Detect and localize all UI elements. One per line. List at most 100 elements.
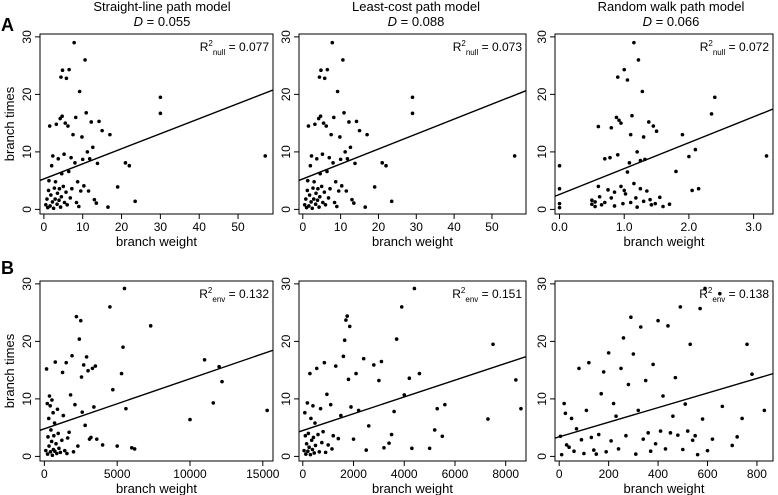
data-point — [399, 305, 404, 309]
data-point — [61, 184, 66, 189]
data-point — [81, 363, 86, 367]
y-tick-label: 20 — [279, 334, 293, 348]
data-point — [211, 401, 216, 405]
data-point — [66, 124, 70, 128]
data-point — [108, 305, 112, 309]
data-point — [703, 286, 707, 291]
data-point — [47, 124, 52, 128]
data-point — [345, 156, 350, 161]
data-point — [54, 441, 58, 446]
data-point — [48, 204, 52, 208]
r-squared-value: = 0.151 — [478, 287, 522, 301]
data-point — [624, 433, 628, 438]
data-point — [412, 286, 417, 291]
y-tick-label: 30 — [20, 30, 34, 44]
data-point — [314, 156, 319, 161]
data-point — [132, 447, 137, 451]
data-point — [47, 444, 51, 448]
data-point — [557, 163, 562, 168]
data-point — [346, 377, 351, 382]
r-squared-value: = 0.077 — [225, 40, 269, 54]
data-point — [121, 345, 125, 349]
data-point — [636, 58, 641, 62]
x-tick-label: 10 — [76, 220, 90, 234]
regression-line — [40, 349, 273, 431]
data-point — [629, 315, 633, 320]
r-squared-annotation: R2env = 0.132 — [199, 286, 269, 304]
data-point — [625, 78, 630, 82]
data-point — [319, 184, 324, 189]
data-point — [615, 152, 620, 157]
data-point — [653, 201, 658, 206]
r-squared-subscript: null — [713, 48, 726, 57]
data-point — [638, 186, 643, 191]
x-tick-label: 10 — [334, 220, 348, 234]
data-point — [619, 366, 623, 371]
x-tick-label: 4000 — [391, 467, 418, 481]
data-point — [45, 452, 50, 456]
r-squared-value: = 0.138 — [725, 287, 769, 301]
x-tick-label: 0 — [41, 467, 48, 481]
data-point — [557, 201, 562, 206]
data-point — [574, 426, 579, 431]
data-point — [680, 132, 685, 137]
data-point — [567, 445, 571, 449]
data-point — [56, 431, 61, 436]
r-squared-subscript: env — [212, 295, 225, 304]
data-point — [625, 170, 630, 174]
data-point — [559, 452, 564, 457]
data-point — [62, 152, 66, 156]
d-symbol: D — [642, 14, 652, 29]
data-point — [305, 401, 310, 405]
data-point — [344, 318, 348, 322]
data-point — [402, 393, 407, 397]
data-point — [345, 314, 349, 318]
data-point — [323, 450, 328, 455]
data-point — [129, 445, 134, 450]
data-point — [80, 135, 84, 139]
data-point — [407, 376, 412, 380]
data-point — [323, 202, 328, 207]
data-point — [335, 89, 340, 94]
data-point — [693, 147, 698, 152]
plot-area — [555, 40, 773, 210]
data-point — [315, 198, 320, 202]
data-point — [693, 433, 697, 438]
data-point — [326, 196, 331, 200]
data-point — [317, 205, 321, 209]
data-point — [307, 193, 312, 197]
r-squared-symbol: R — [199, 287, 208, 301]
data-point — [322, 360, 327, 365]
column-title-text: Least-cost path model — [352, 0, 480, 14]
data-point — [630, 113, 634, 118]
data-point — [616, 447, 621, 451]
data-point — [330, 447, 334, 451]
data-point — [653, 441, 658, 446]
data-point — [316, 432, 320, 437]
data-point — [339, 184, 344, 188]
data-point — [324, 124, 329, 128]
data-point — [320, 152, 325, 156]
data-point — [698, 306, 702, 311]
data-point — [394, 337, 399, 341]
data-point — [49, 428, 53, 432]
data-point — [64, 360, 69, 365]
data-point — [603, 200, 607, 205]
data-point — [317, 75, 322, 79]
data-point — [304, 441, 309, 446]
data-point — [74, 314, 79, 319]
data-point — [351, 437, 356, 441]
d-symbol: D — [387, 14, 397, 29]
x-axis-label: branch weight — [624, 234, 705, 249]
data-point — [700, 417, 705, 421]
y-tick-label: 30 — [20, 277, 34, 291]
data-point — [44, 367, 49, 371]
data-point — [622, 188, 627, 193]
x-axis-label: branch weight — [372, 234, 453, 249]
data-point — [322, 76, 327, 81]
data-point — [55, 191, 60, 196]
plot-frame — [298, 33, 527, 215]
chart-panel-b2: 0 2000 4000 6000 8000 0 10 20 30 branch weight R2e… — [279, 277, 527, 495]
